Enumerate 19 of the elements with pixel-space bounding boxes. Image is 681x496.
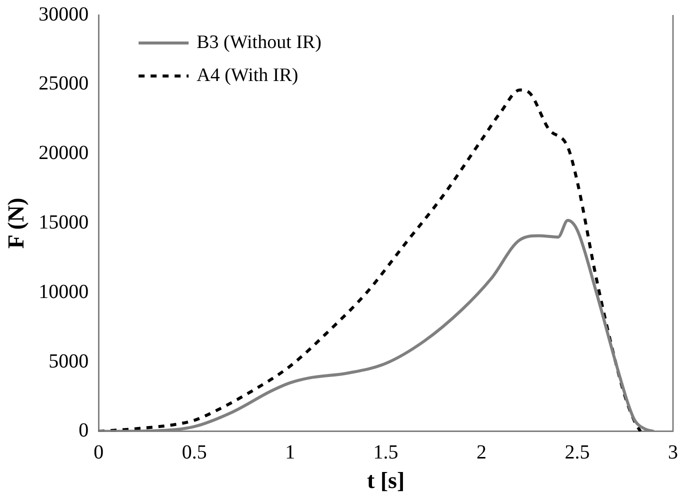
x-tick-label: 1 xyxy=(285,442,296,464)
x-tick-label: 0 xyxy=(94,442,104,464)
y-tick-label: 15000 xyxy=(38,211,89,234)
x-tick-label: 3 xyxy=(668,442,678,464)
legend-label: A4 (With IR) xyxy=(196,64,298,86)
x-tick-label: 2 xyxy=(476,442,487,464)
x-axis-title: t [s] xyxy=(366,468,405,494)
x-tick-label: 1.5 xyxy=(373,442,398,464)
y-axis-title: F (N) xyxy=(4,198,29,249)
y-tick-label: 5000 xyxy=(48,350,89,372)
y-tick-label: 25000 xyxy=(38,72,89,95)
y-tick-label: 10000 xyxy=(38,280,89,303)
y-tick-label: 30000 xyxy=(38,3,89,26)
line-series xyxy=(98,88,642,432)
y-tick-label: 0 xyxy=(78,420,89,442)
x-tick-label: 0.5 xyxy=(182,442,207,464)
legend-label: B3 (Without IR) xyxy=(196,32,322,53)
y-tick-label: 20000 xyxy=(38,142,89,164)
x-tick-label: 2.5 xyxy=(564,442,590,464)
